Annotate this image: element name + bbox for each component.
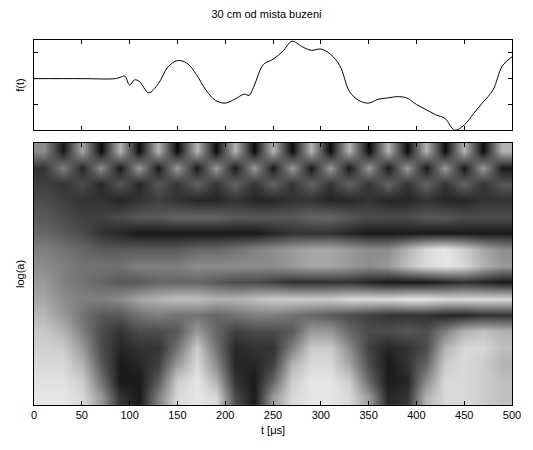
svg-text:log(a): log(a) <box>14 260 26 288</box>
svg-text:100: 100 <box>120 409 138 421</box>
svg-text:30 cm od mista buzeni: 30 cm od mista buzeni <box>211 8 321 20</box>
svg-text:300: 300 <box>312 409 330 421</box>
svg-text:500: 500 <box>503 409 521 421</box>
svg-text:150: 150 <box>168 409 186 421</box>
svg-text:350: 350 <box>359 409 377 421</box>
svg-text:400: 400 <box>407 409 425 421</box>
svg-text:450: 450 <box>455 409 473 421</box>
svg-text:50: 50 <box>76 409 88 421</box>
svg-text:t [μs]: t [μs] <box>261 424 285 436</box>
svg-text:f(t): f(t) <box>14 78 26 91</box>
svg-text:250: 250 <box>264 409 282 421</box>
svg-text:0: 0 <box>31 409 37 421</box>
svg-text:200: 200 <box>216 409 234 421</box>
